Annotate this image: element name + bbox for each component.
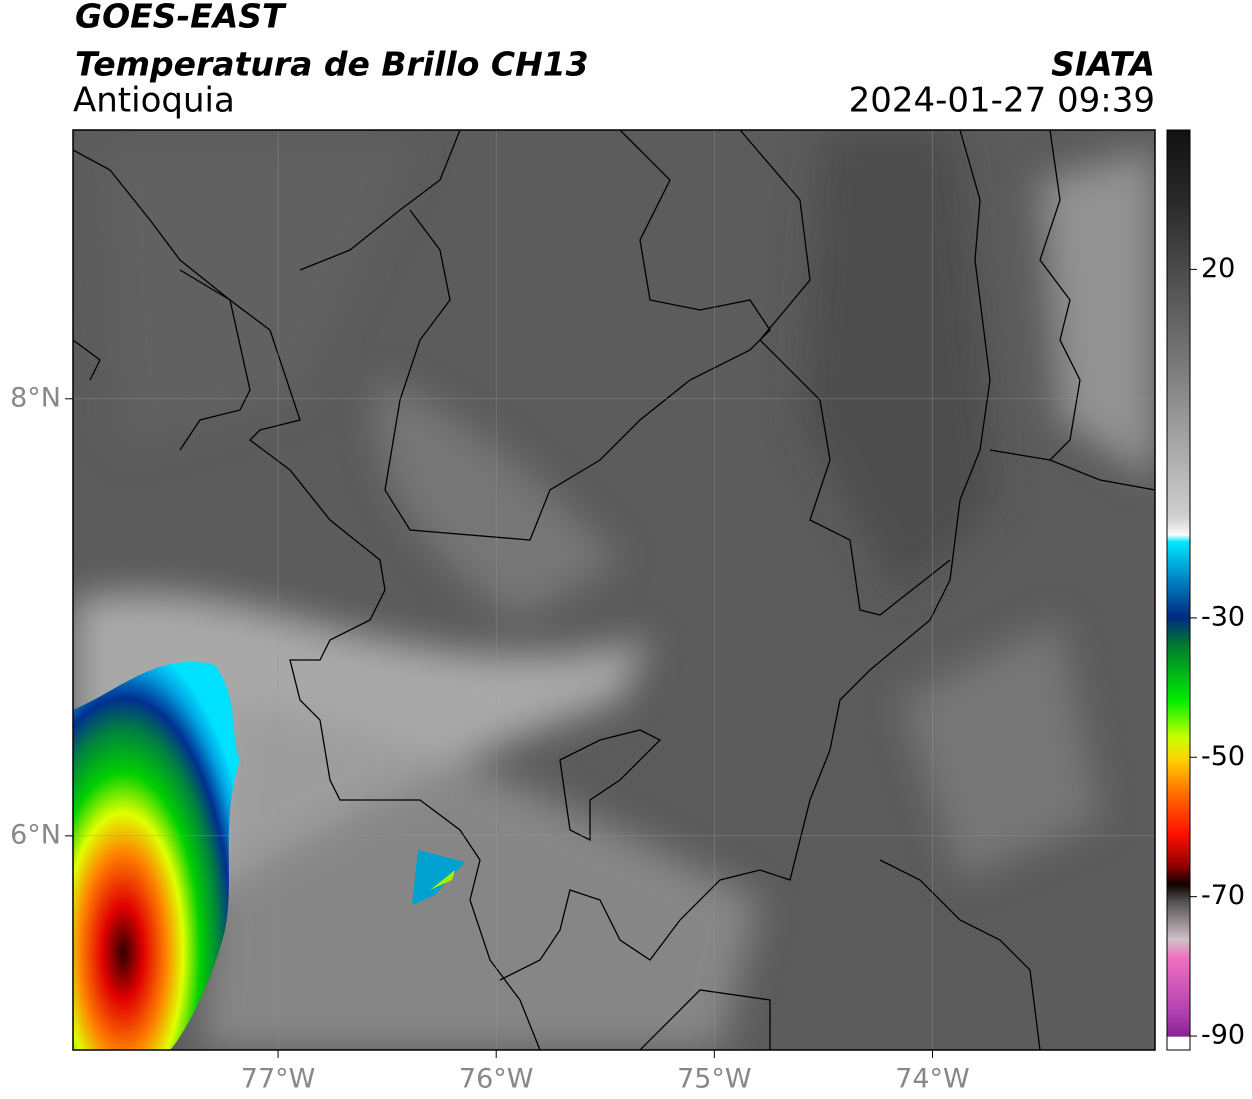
x-tick-label: 74°W xyxy=(895,1064,970,1095)
colorbar-tick-label: -70 xyxy=(1201,880,1245,911)
x-tick-label: 77°W xyxy=(241,1064,316,1095)
convective-cell xyxy=(73,661,240,1050)
map-frame xyxy=(72,129,1156,1051)
grid xyxy=(73,130,1155,1050)
y-tick-label: 8°N xyxy=(10,382,61,413)
colorbar-tick-label: -50 xyxy=(1201,741,1245,772)
x-tick-label: 76°W xyxy=(459,1064,534,1095)
region: Antioquia xyxy=(73,81,235,121)
colorbar-tick-label: -90 xyxy=(1201,1020,1245,1051)
convective-cell xyxy=(412,850,465,905)
title: GOES-EAST xyxy=(75,0,287,36)
convective-cell xyxy=(430,870,455,890)
x-tick-label: 75°W xyxy=(677,1064,752,1095)
imagery xyxy=(73,130,1155,1050)
y-tick-label: 6°N xyxy=(10,819,61,850)
colorbar-tick-label: -30 xyxy=(1201,601,1245,632)
datetime: 2024-01-27 09:39 xyxy=(849,81,1155,121)
colorbar-tick-label: 20 xyxy=(1201,253,1235,284)
source: SIATA xyxy=(1051,45,1155,84)
borders xyxy=(73,130,1155,1050)
subtitle: Temperatura de Brillo CH13 xyxy=(75,45,589,84)
colorbar xyxy=(1166,129,1191,1051)
